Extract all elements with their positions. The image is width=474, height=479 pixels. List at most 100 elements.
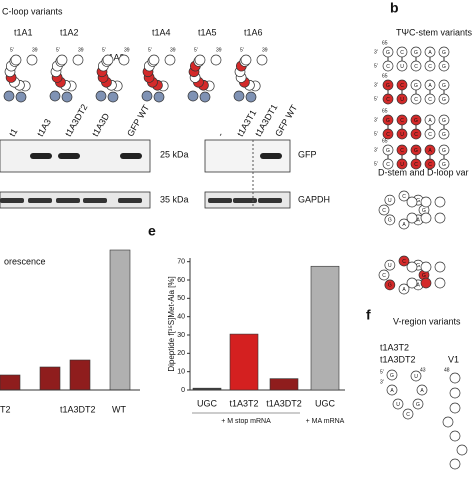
nucleotide: [194, 54, 206, 66]
nucleotide: [449, 430, 461, 442]
x-tick-label: t1A3DT2: [266, 398, 302, 408]
nucleotide-letter: G: [414, 118, 418, 124]
nucleotide: [412, 398, 424, 410]
lane-label: t1A3: [35, 117, 53, 138]
y-tick-label: 70: [177, 259, 185, 266]
nucleotide-letter: A: [428, 118, 432, 124]
variant-label: t1A1: [14, 27, 33, 37]
panel-letter: e: [148, 223, 156, 239]
nucleotide: [107, 91, 119, 103]
nucleotide: [386, 384, 398, 396]
panel-f-label: V1: [448, 354, 459, 364]
nucleotide-letter: C: [402, 194, 406, 200]
nucleotide: [420, 261, 432, 273]
band: [58, 153, 80, 159]
nucleotide: [449, 387, 461, 399]
nucleotide: [434, 261, 446, 273]
panel-b-d-title: D-stem and D-loop var: [378, 167, 469, 177]
nucleotide-letter: G: [386, 50, 390, 56]
nucleotide-letter: G: [416, 263, 420, 269]
x-tick-label: UGC: [315, 398, 336, 408]
nucleotide: [420, 196, 432, 208]
nucleotide: [434, 196, 446, 208]
nucleotide-letter: G: [414, 148, 418, 154]
nucleotide-letter: A: [428, 148, 432, 154]
end-label: 39: [262, 47, 268, 53]
category-label: WT: [112, 404, 126, 414]
nucleotide: [245, 91, 257, 103]
nucleotide: [384, 259, 396, 271]
y-tick-label: 20: [177, 350, 185, 357]
nucleotide: [392, 398, 404, 410]
legend-text: orescence: [4, 256, 46, 266]
lane-label: t1A3D: [90, 111, 111, 138]
category-label: T2: [0, 404, 11, 414]
band: [56, 198, 80, 203]
nucleotide: [420, 277, 432, 289]
nucleotide-letter: G: [386, 118, 390, 124]
lane-label: GFP WT: [125, 103, 151, 139]
nucleotide-letter: G: [386, 83, 390, 89]
panel-letter: f: [366, 307, 371, 323]
nucleotide: [148, 54, 160, 66]
nucleotide: [416, 384, 428, 396]
nucleotide-letter: C: [402, 259, 406, 265]
nucleotide: [233, 90, 245, 102]
nucleotide-letter: C: [382, 208, 386, 214]
nucleotide-letter: G: [442, 64, 446, 70]
nucleotide-letter: C: [400, 118, 404, 124]
band: [118, 198, 142, 203]
band: [30, 153, 52, 159]
nucleotide: [442, 416, 454, 428]
nucleotide: [449, 372, 461, 384]
nucleotide-letter: C: [382, 273, 386, 279]
y-tick-label: 0: [181, 387, 185, 394]
nucleotide: [378, 269, 390, 281]
nucleotide: [240, 54, 252, 66]
bar-partial: [0, 374, 21, 391]
nucleotide-letter: U: [400, 97, 404, 103]
nucleotide-letter: C: [414, 64, 418, 70]
nucleotide-letter: G: [388, 283, 392, 289]
nucleotide: [187, 90, 199, 102]
nucleotide: [56, 54, 68, 66]
nucleotide: [15, 91, 27, 103]
end-label: 3': [374, 147, 378, 153]
panel-b-title: TΨC-stem variants: [396, 27, 473, 37]
end-label: 65: [382, 108, 388, 114]
band: [233, 198, 257, 203]
band: [260, 153, 282, 159]
panel-f-title: V-region variants: [393, 316, 461, 326]
nucleotide-letter: C: [406, 412, 410, 418]
band: [258, 198, 282, 203]
nucleotide: [434, 277, 446, 289]
nucleotide: [118, 54, 130, 66]
bar-partial: [69, 359, 91, 391]
nucleotide-letter: U: [400, 64, 404, 70]
nucleotide-letter: G: [442, 118, 446, 124]
nucleotide-letter: G: [422, 208, 426, 214]
marker: 35 kDa: [160, 194, 189, 204]
nucleotide-letter: G: [414, 83, 418, 89]
nucleotide: [398, 283, 410, 295]
nucleotide-letter: C: [428, 132, 432, 138]
nucleotide-letter: G: [390, 373, 394, 379]
marker: 25 kDa: [160, 149, 189, 159]
bar: [310, 265, 340, 391]
nucleotide: [72, 54, 84, 66]
group-label: + MA mRNA: [306, 418, 345, 425]
nucleotide-letter: C: [414, 132, 418, 138]
nucleotide-letter: C: [428, 162, 432, 168]
end-label: 5': [56, 47, 60, 53]
nucleotide: [456, 444, 468, 456]
nucleotide-letter: G: [442, 148, 446, 154]
end-label: 65: [382, 40, 388, 46]
bar: [229, 333, 259, 391]
end-label: 5': [10, 47, 14, 53]
bar: [192, 387, 222, 391]
end-label: 39: [170, 47, 176, 53]
y-tick-label: 60: [177, 277, 185, 284]
category-label: t1A3DT2: [60, 404, 96, 414]
nucleotide-letter: C: [400, 83, 404, 89]
